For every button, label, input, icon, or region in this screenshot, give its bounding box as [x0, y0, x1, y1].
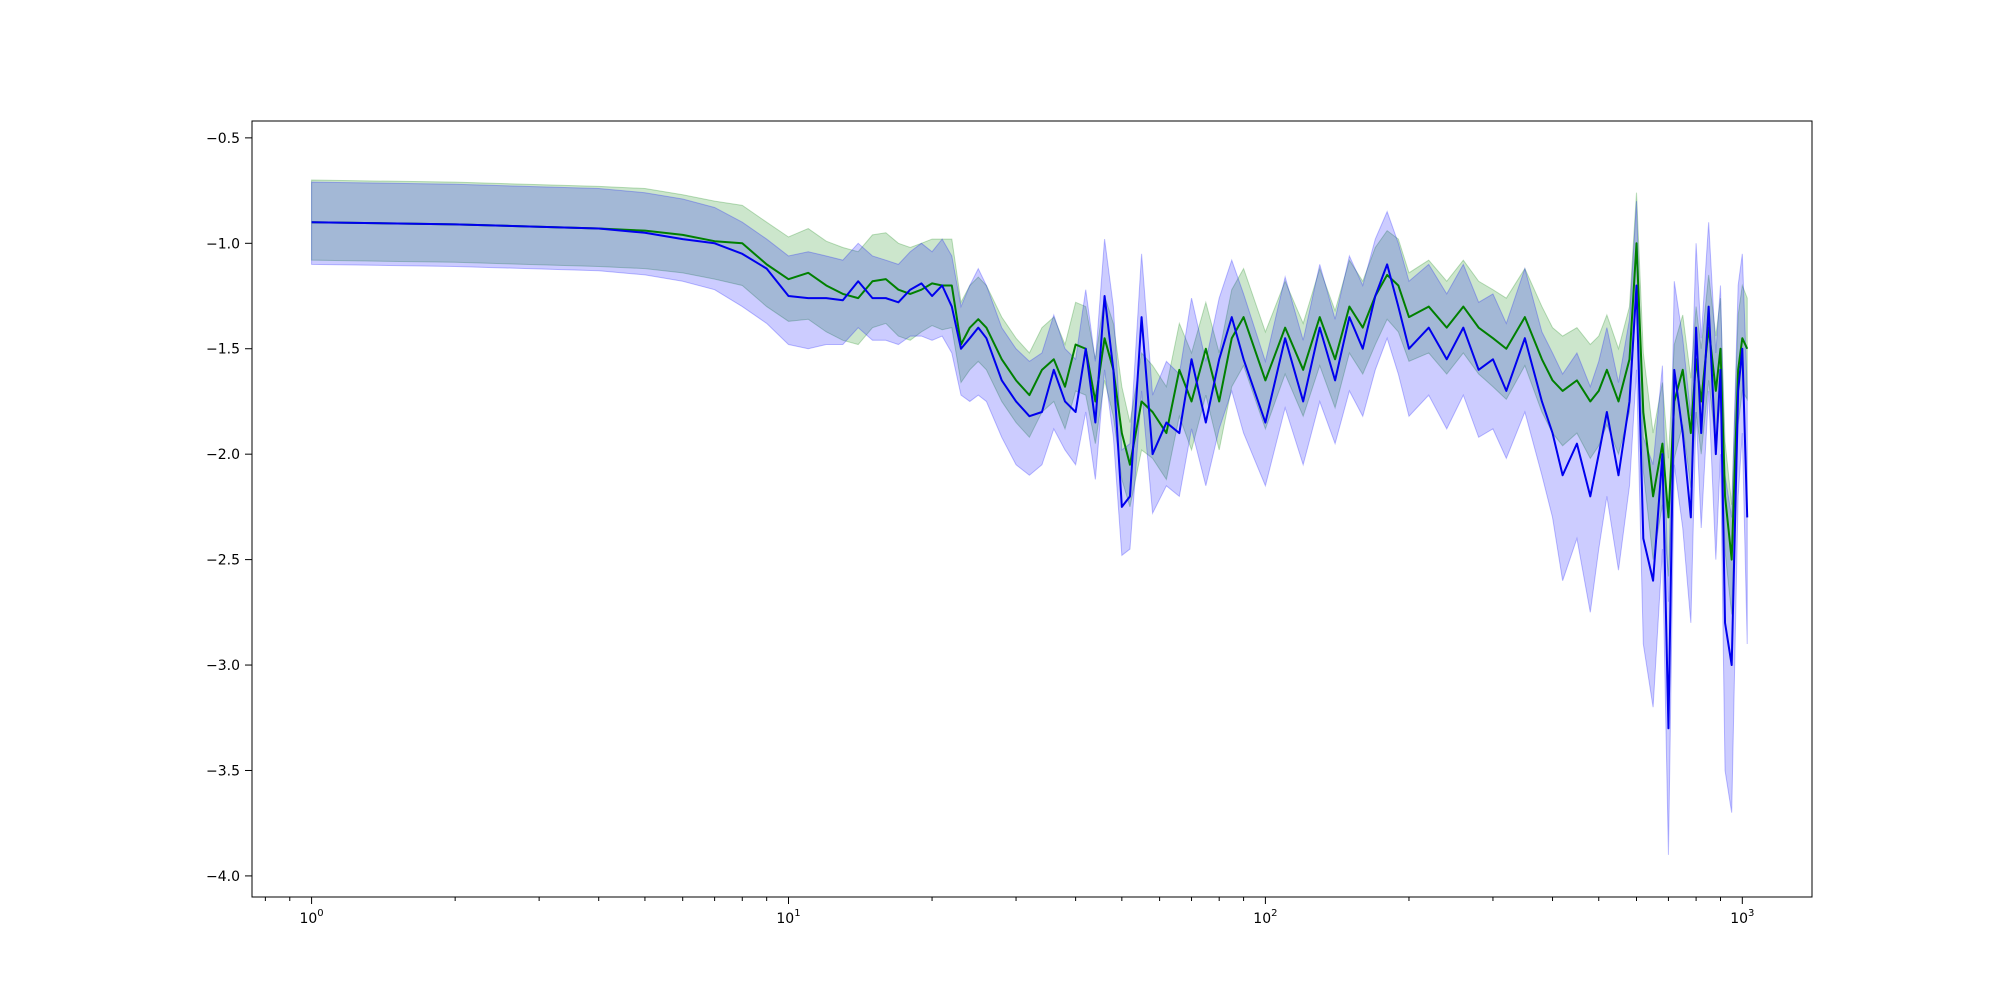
x-axis: 100 101 102 103 [264, 897, 1754, 927]
series-1-line [311, 221, 1749, 561]
y-axis: −0.5 −1.0 −1.5 −2.0 −2.5 −3.0 −3.5 −4.0 [206, 131, 252, 885]
x-tick-label: 101 [776, 908, 800, 927]
x-tick-label: 100 [299, 908, 323, 927]
y-tick-label: −2.0 [206, 447, 240, 463]
y-tick-label: −0.5 [206, 131, 240, 147]
y-tick-label: −4.0 [206, 869, 240, 885]
x-tick-label: 102 [1253, 908, 1277, 927]
x-tick-label: 103 [1730, 908, 1754, 927]
y-tick-label: −1.5 [206, 342, 240, 358]
y-tick-label: −3.0 [206, 658, 240, 674]
series-lines [311, 221, 1749, 730]
series-2-line [311, 221, 1749, 730]
y-tick-label: −2.5 [206, 553, 240, 569]
series-1-band [311, 179, 1748, 615]
y-tick-label: −1.0 [206, 236, 240, 252]
plot-frame [251, 120, 1813, 898]
y-tick-label: −3.5 [206, 763, 240, 779]
